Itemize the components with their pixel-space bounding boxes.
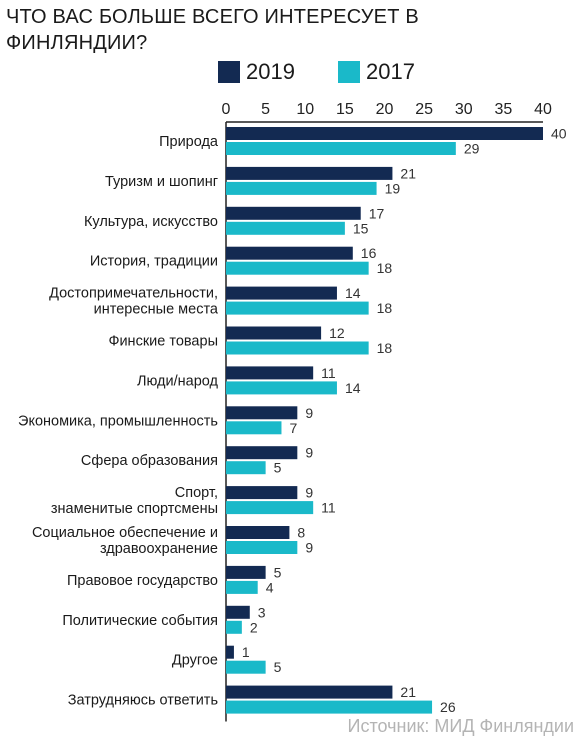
category-label: Политические события [62, 613, 218, 629]
data-label-2017: 26 [440, 699, 456, 715]
data-label-2017: 9 [305, 540, 313, 556]
bar-2019 [226, 486, 298, 500]
category-label: Туризм и шопинг [105, 174, 218, 190]
bar-2017 [226, 620, 242, 634]
data-label-2019: 9 [305, 445, 313, 461]
data-label-2017: 2 [250, 619, 258, 635]
x-tick-label: 10 [296, 101, 314, 118]
bar-2019 [226, 645, 234, 659]
data-label-2019: 14 [345, 285, 361, 301]
data-label-2019: 17 [369, 205, 385, 221]
bar-2017 [226, 221, 345, 235]
data-label-2017: 18 [377, 300, 393, 316]
x-tick-label: 25 [415, 101, 433, 118]
bar-2019 [226, 366, 314, 380]
category-label: Другое [172, 653, 218, 669]
bar-2017 [226, 142, 456, 155]
category-label: Социальное обеспечение и здравоохранение [32, 525, 218, 557]
legend-label-2017: 2017 [366, 59, 415, 84]
data-label-2017: 29 [464, 141, 480, 157]
data-label-2019: 8 [297, 525, 305, 541]
data-label-2017: 15 [353, 220, 369, 236]
x-tick-label: 30 [455, 101, 473, 118]
data-label-2019: 1 [242, 644, 250, 660]
bar-2017 [226, 461, 266, 475]
category-label: Культура, искусство [84, 214, 218, 230]
data-label-2019: 5 [274, 564, 282, 580]
category-label: Правовое государство [67, 573, 218, 589]
category-label: Люди/народ [137, 373, 219, 389]
bar-2019 [226, 286, 337, 300]
bar-2017 [226, 341, 369, 355]
x-tick-label: 5 [261, 101, 270, 118]
category-label: Затрудняюсь ответить [68, 693, 218, 709]
x-tick-label: 0 [222, 101, 231, 118]
bar-2017 [226, 381, 337, 395]
data-label-2017: 5 [274, 460, 282, 476]
data-label-2017: 14 [345, 380, 361, 396]
bar-2017 [226, 261, 369, 275]
data-label-2017: 4 [266, 579, 274, 595]
legend-label-2019: 2019 [246, 59, 295, 84]
bar-2019 [226, 685, 393, 699]
legend-swatch-2017 [338, 61, 360, 83]
data-label-2017: 18 [377, 340, 393, 356]
x-tick-label: 40 [534, 101, 552, 118]
data-label-2017: 18 [377, 260, 393, 276]
category-label: Экономика, промышленность [18, 413, 218, 429]
category-label: Спорт, знаменитые спортсмены [51, 485, 218, 517]
data-label-2019: 9 [305, 405, 313, 421]
bar-2019 [226, 446, 298, 460]
bar-2019 [226, 326, 322, 340]
category-label: История, традиции [90, 254, 218, 270]
category-label: Достопримечательности, интересные места [49, 286, 219, 318]
source-note: Источник: МИД Финляндии [347, 716, 574, 736]
x-tick-label: 15 [336, 101, 354, 118]
bar-2017 [226, 580, 258, 594]
category-label: Сфера образования [81, 453, 218, 469]
bar-2017 [226, 181, 377, 195]
bar-2019 [226, 406, 298, 420]
bar-2019 [226, 605, 250, 619]
bar-2019 [226, 246, 353, 260]
bar-2019 [226, 206, 361, 220]
bar-2019 [226, 127, 543, 140]
bar-2019 [226, 166, 393, 180]
x-tick-label: 35 [494, 101, 512, 118]
bar-2017 [226, 421, 282, 435]
x-tick-label: 20 [376, 101, 394, 118]
data-label-2017: 7 [289, 420, 297, 436]
data-label-2019: 9 [305, 485, 313, 501]
data-label-2019: 3 [258, 604, 266, 620]
bar-2019 [226, 565, 266, 579]
data-label-2017: 5 [274, 659, 282, 675]
bar-2019 [226, 526, 290, 539]
bar-2017 [226, 700, 433, 714]
chart-title: ЧТО ВАС БОЛЬШЕ ВСЕГО ИНТЕРЕСУЕТ В ФИНЛЯН… [6, 6, 419, 54]
data-label-2019: 21 [400, 165, 416, 181]
bar-2017 [226, 501, 314, 515]
category-label: Финские товары [108, 334, 218, 350]
bar-2017 [226, 301, 369, 315]
data-label-2017: 11 [321, 500, 336, 516]
category-label: Природа [159, 134, 219, 150]
data-label-2019: 21 [400, 684, 416, 700]
data-label-2017: 19 [385, 180, 401, 196]
legend-swatch-2019 [218, 61, 240, 83]
bar-2017 [226, 660, 266, 674]
bar-2017 [226, 541, 298, 554]
data-label-2019: 16 [361, 245, 377, 261]
data-label-2019: 40 [551, 126, 567, 142]
data-label-2019: 12 [329, 325, 345, 341]
data-label-2019: 11 [321, 365, 336, 381]
